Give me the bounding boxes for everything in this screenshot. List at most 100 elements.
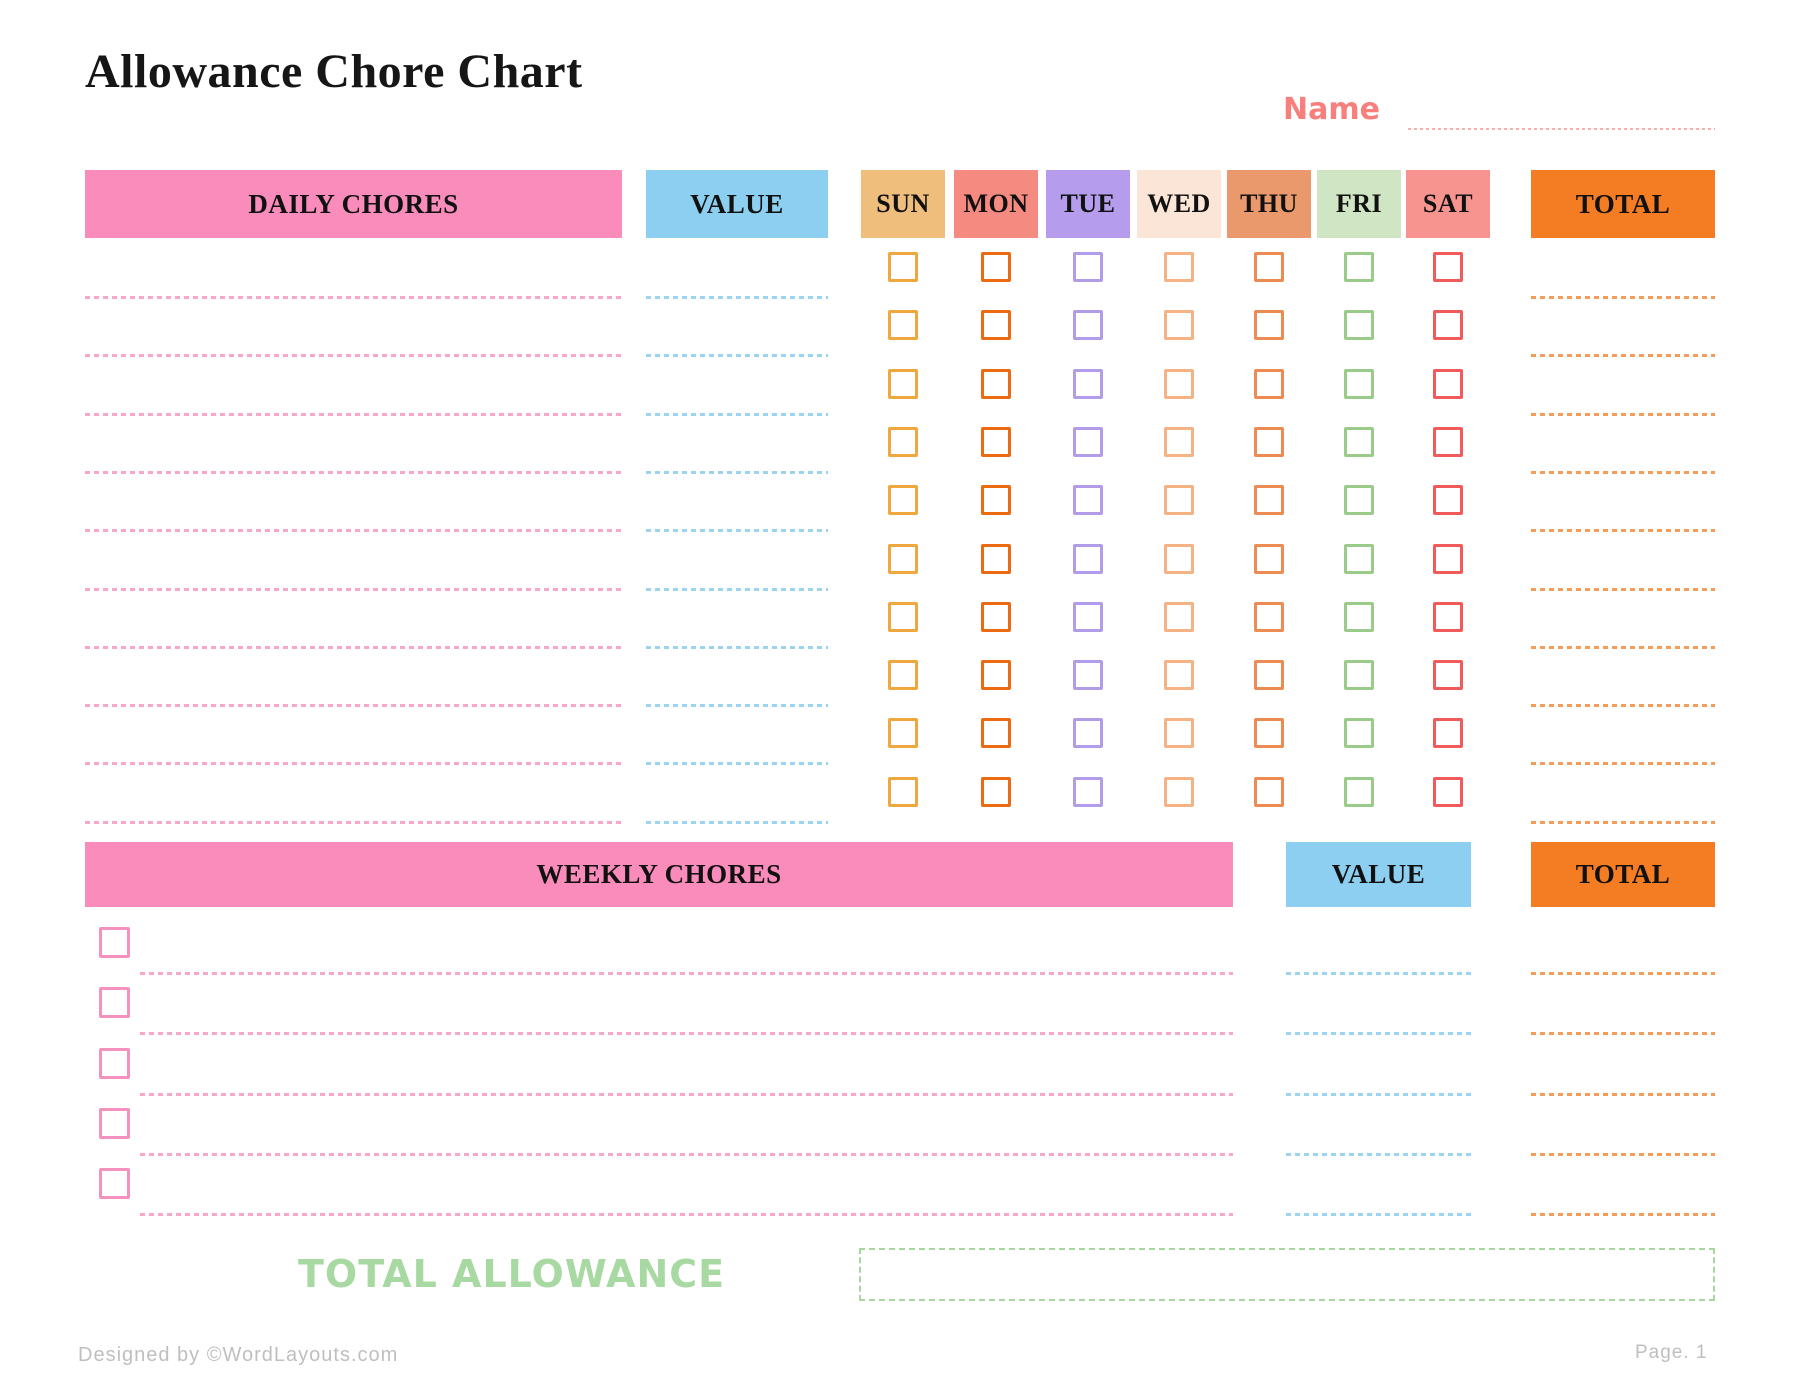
daily-chore-line-row3[interactable] (85, 413, 622, 416)
checkbox-sat-row4[interactable] (1433, 427, 1463, 457)
daily-chore-line-row1[interactable] (85, 296, 622, 299)
weekly-chore-line-row4[interactable] (140, 1153, 1233, 1156)
daily-chore-line-row8[interactable] (85, 704, 622, 707)
daily-total-line-row9[interactable] (1531, 762, 1715, 765)
checkbox-thu-row3[interactable] (1254, 369, 1284, 399)
checkbox-tue-row2[interactable] (1073, 310, 1103, 340)
weekly-total-line-row4[interactable] (1531, 1153, 1715, 1156)
checkbox-sat-row8[interactable] (1433, 660, 1463, 690)
checkbox-thu-row2[interactable] (1254, 310, 1284, 340)
checkbox-thu-row10[interactable] (1254, 777, 1284, 807)
weekly-checkbox-row2[interactable] (99, 987, 130, 1018)
checkbox-mon-row8[interactable] (981, 660, 1011, 690)
checkbox-mon-row9[interactable] (981, 718, 1011, 748)
checkbox-tue-row10[interactable] (1073, 777, 1103, 807)
checkbox-mon-row1[interactable] (981, 252, 1011, 282)
checkbox-mon-row3[interactable] (981, 369, 1011, 399)
daily-total-line-row10[interactable] (1531, 821, 1715, 824)
checkbox-thu-row6[interactable] (1254, 544, 1284, 574)
checkbox-fri-row1[interactable] (1344, 252, 1374, 282)
checkbox-sun-row3[interactable] (888, 369, 918, 399)
checkbox-wed-row4[interactable] (1164, 427, 1194, 457)
daily-value-line-row6[interactable] (646, 588, 828, 591)
checkbox-sat-row6[interactable] (1433, 544, 1463, 574)
weekly-chore-line-row1[interactable] (140, 972, 1233, 975)
checkbox-wed-row1[interactable] (1164, 252, 1194, 282)
checkbox-sun-row8[interactable] (888, 660, 918, 690)
weekly-chore-line-row2[interactable] (140, 1032, 1233, 1035)
checkbox-sat-row5[interactable] (1433, 485, 1463, 515)
daily-value-line-row8[interactable] (646, 704, 828, 707)
weekly-total-line-row3[interactable] (1531, 1093, 1715, 1096)
checkbox-fri-row8[interactable] (1344, 660, 1374, 690)
checkbox-thu-row8[interactable] (1254, 660, 1284, 690)
daily-total-line-row2[interactable] (1531, 354, 1715, 357)
checkbox-sun-row4[interactable] (888, 427, 918, 457)
weekly-chore-line-row3[interactable] (140, 1093, 1233, 1096)
checkbox-wed-row5[interactable] (1164, 485, 1194, 515)
weekly-value-line-row2[interactable] (1286, 1032, 1471, 1035)
checkbox-thu-row9[interactable] (1254, 718, 1284, 748)
checkbox-sat-row1[interactable] (1433, 252, 1463, 282)
checkbox-fri-row5[interactable] (1344, 485, 1374, 515)
checkbox-tue-row7[interactable] (1073, 602, 1103, 632)
daily-value-line-row4[interactable] (646, 471, 828, 474)
daily-value-line-row1[interactable] (646, 296, 828, 299)
checkbox-sat-row7[interactable] (1433, 602, 1463, 632)
daily-chore-line-row10[interactable] (85, 821, 622, 824)
checkbox-tue-row8[interactable] (1073, 660, 1103, 690)
weekly-value-line-row1[interactable] (1286, 972, 1471, 975)
daily-value-line-row10[interactable] (646, 821, 828, 824)
checkbox-wed-row8[interactable] (1164, 660, 1194, 690)
checkbox-thu-row4[interactable] (1254, 427, 1284, 457)
total-allowance-input-box[interactable] (859, 1248, 1715, 1301)
daily-total-line-row7[interactable] (1531, 646, 1715, 649)
checkbox-sat-row10[interactable] (1433, 777, 1463, 807)
daily-chore-line-row9[interactable] (85, 762, 622, 765)
checkbox-wed-row3[interactable] (1164, 369, 1194, 399)
checkbox-tue-row9[interactable] (1073, 718, 1103, 748)
daily-value-line-row3[interactable] (646, 413, 828, 416)
weekly-checkbox-row5[interactable] (99, 1168, 130, 1199)
checkbox-mon-row7[interactable] (981, 602, 1011, 632)
checkbox-fri-row2[interactable] (1344, 310, 1374, 340)
checkbox-thu-row5[interactable] (1254, 485, 1284, 515)
daily-total-line-row1[interactable] (1531, 296, 1715, 299)
checkbox-tue-row6[interactable] (1073, 544, 1103, 574)
checkbox-wed-row10[interactable] (1164, 777, 1194, 807)
weekly-value-line-row4[interactable] (1286, 1153, 1471, 1156)
name-input-line[interactable] (1408, 128, 1715, 130)
daily-value-line-row5[interactable] (646, 529, 828, 532)
weekly-total-line-row2[interactable] (1531, 1032, 1715, 1035)
checkbox-wed-row6[interactable] (1164, 544, 1194, 574)
daily-total-line-row4[interactable] (1531, 471, 1715, 474)
weekly-checkbox-row4[interactable] (99, 1108, 130, 1139)
daily-value-line-row7[interactable] (646, 646, 828, 649)
checkbox-fri-row9[interactable] (1344, 718, 1374, 748)
checkbox-sun-row10[interactable] (888, 777, 918, 807)
daily-value-line-row2[interactable] (646, 354, 828, 357)
checkbox-tue-row3[interactable] (1073, 369, 1103, 399)
checkbox-thu-row7[interactable] (1254, 602, 1284, 632)
weekly-checkbox-row3[interactable] (99, 1048, 130, 1079)
checkbox-fri-row4[interactable] (1344, 427, 1374, 457)
checkbox-mon-row10[interactable] (981, 777, 1011, 807)
daily-total-line-row5[interactable] (1531, 529, 1715, 532)
weekly-total-line-row1[interactable] (1531, 972, 1715, 975)
weekly-value-line-row5[interactable] (1286, 1213, 1471, 1216)
checkbox-sun-row7[interactable] (888, 602, 918, 632)
daily-chore-line-row2[interactable] (85, 354, 622, 357)
checkbox-sat-row3[interactable] (1433, 369, 1463, 399)
daily-total-line-row8[interactable] (1531, 704, 1715, 707)
weekly-value-line-row3[interactable] (1286, 1093, 1471, 1096)
checkbox-fri-row7[interactable] (1344, 602, 1374, 632)
weekly-chore-line-row5[interactable] (140, 1213, 1233, 1216)
weekly-checkbox-row1[interactable] (99, 927, 130, 958)
checkbox-wed-row7[interactable] (1164, 602, 1194, 632)
daily-total-line-row6[interactable] (1531, 588, 1715, 591)
checkbox-fri-row10[interactable] (1344, 777, 1374, 807)
checkbox-sun-row1[interactable] (888, 252, 918, 282)
checkbox-wed-row9[interactable] (1164, 718, 1194, 748)
weekly-total-line-row5[interactable] (1531, 1213, 1715, 1216)
checkbox-sun-row5[interactable] (888, 485, 918, 515)
